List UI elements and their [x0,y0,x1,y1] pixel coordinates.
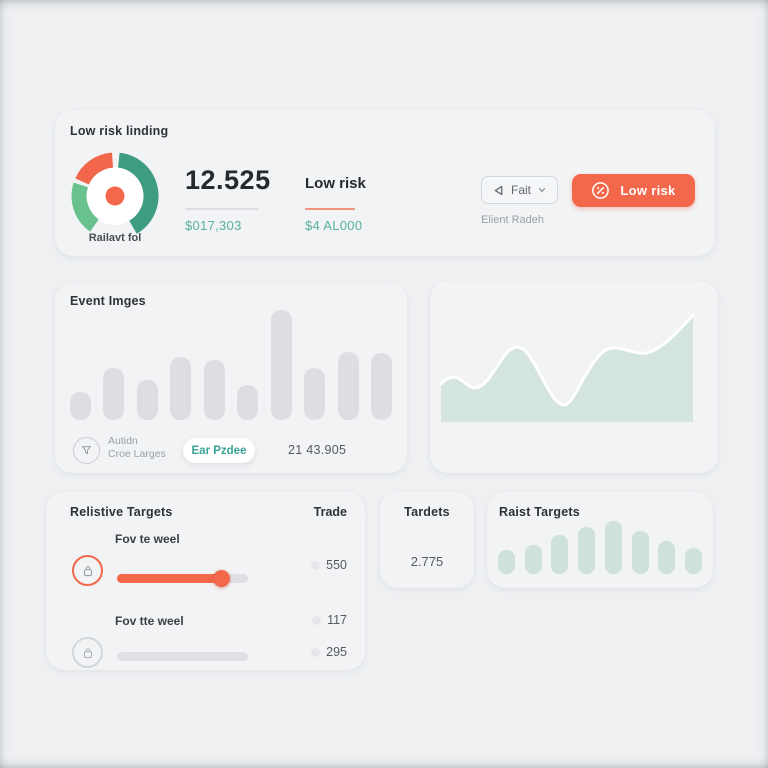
raist-bar-chart [498,520,702,574]
card-title: Raist Targets [499,505,580,519]
pill-label: Ear Pzdee [191,444,247,457]
bar [631,530,649,574]
target-row-label: Fov te weel [115,532,180,546]
bar [337,351,359,420]
event-caption-line2: Croe Larges [108,448,166,460]
trade-column-label: Trade [313,505,347,519]
bar [136,379,158,420]
card-title: Relistive Targets [70,505,173,519]
bar [684,548,702,574]
bar [237,385,259,420]
value-dot-icon [311,560,321,570]
bar [658,541,676,574]
event-total-value: 21 43.905 [288,443,347,457]
bar [498,549,515,574]
gauge-segment-green [71,182,100,232]
divider [185,208,259,210]
event-caption-line1: Autidn [108,435,138,447]
stat-secondary: Low risk $4 AL000 [305,175,366,233]
percent-circle-icon [592,182,610,199]
tardets-card: Tardets 2.775 [380,492,474,588]
gauge-svg [71,152,159,234]
card-title: Tardets [404,505,450,519]
area-line [439,313,695,407]
low-risk-button-label: Low risk [620,183,676,198]
gauge-label: Railavt fol [88,232,142,244]
stat-secondary-value: Low risk [305,175,366,192]
stat-primary: 12.525 $017,303 [185,165,271,233]
fait-dropdown-button[interactable]: Fait [481,176,558,204]
bag-icon [83,565,92,576]
low-risk-button[interactable]: Low risk [572,174,695,207]
bag-icon-button-active[interactable] [72,555,103,586]
event-caption: Autidn Croe Larges [108,435,166,461]
bag-icon [83,647,92,658]
event-bar-chart [70,308,392,420]
risk-gauge-chart [65,146,165,246]
card-title: Low risk linding [70,124,169,138]
value-dot-icon [311,647,321,657]
gauge-segment-orange [75,152,114,185]
filter-icon-button[interactable] [73,437,100,464]
bar [604,521,622,574]
slider-fill [117,574,222,583]
bar [70,392,91,420]
chevron-down-icon [538,187,546,193]
client-label: Elient Radeh [481,214,544,226]
divider [305,208,355,210]
fait-button-label: Fait [510,183,531,197]
trend-area-chart [439,313,695,422]
bar [578,527,596,574]
bar [551,535,569,574]
bar [370,352,392,420]
bar [270,310,292,420]
gauge-segment-teal [117,152,159,234]
target-slider-active[interactable] [117,570,248,587]
bar [203,359,225,420]
card-title: Event Imges [70,294,146,308]
bar [103,368,125,420]
target-value: 117 [312,613,347,627]
area-fill [441,315,693,422]
target-value: 295 [311,645,347,659]
tardets-value: 2.775 [410,554,444,569]
bag-icon-button-inactive[interactable] [72,637,103,668]
bar [170,357,192,420]
target-value: 550 [311,558,347,572]
bar [524,544,542,574]
raist-targets-card: Raist Targets [487,492,713,588]
slider-knob[interactable] [212,570,230,587]
gauge-center-dot [105,186,125,206]
target-slider-inactive[interactable] [117,652,248,661]
play-left-icon [494,185,503,195]
bar [304,368,326,420]
target-row-label: Fov tte weel [115,614,184,628]
value-dot-icon [312,615,322,625]
risk-summary-card: Low risk linding Railavt fol 12.525 $017… [55,110,715,256]
relative-targets-card: Relistive Targets Trade Fov te weel 550 … [46,492,365,670]
funnel-icon [82,446,91,455]
stat-primary-subvalue: $017,303 [185,218,242,233]
stat-secondary-subvalue: $4 AL000 [305,218,363,233]
ear-pzdee-pill-button[interactable]: Ear Pzdee [183,438,255,463]
trend-card [430,281,718,473]
stat-primary-value: 12.525 [185,165,271,195]
event-card: Event Imges Autidn Croe Larges Ear Pzdee… [55,283,407,473]
